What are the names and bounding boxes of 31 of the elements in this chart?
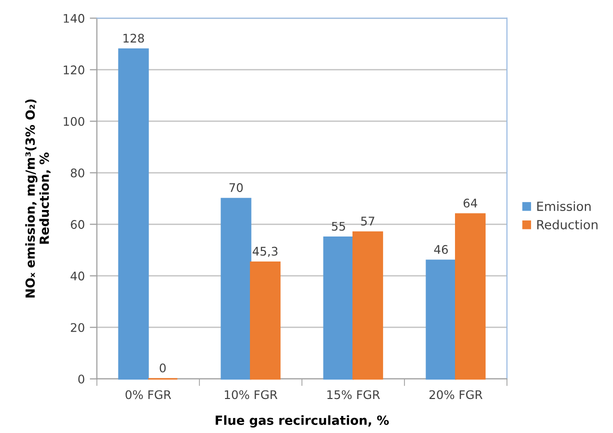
data-label: 57 <box>361 216 374 226</box>
bar <box>426 260 456 380</box>
data-label: 64 <box>464 198 478 208</box>
y-axis-title: NOₓ emission, mg/m³(3% O₂) Reduction, % <box>25 99 51 298</box>
data-label: 46 <box>434 244 448 254</box>
legend-label: Emission <box>537 201 591 212</box>
y-tick-label: 60 <box>70 220 84 229</box>
x-axis-title: Flue gas recirculation, % <box>216 415 389 428</box>
data-label: 128 <box>124 34 144 43</box>
data-label: 45,3 <box>252 246 278 257</box>
data-label: 70 <box>229 183 243 192</box>
y-tick-label: 80 <box>70 168 84 178</box>
data-label: 55 <box>332 222 346 231</box>
y-tick-label: 40 <box>70 272 84 280</box>
bar <box>352 231 384 380</box>
bar <box>250 261 281 380</box>
y-tick-label: 140 <box>64 14 84 23</box>
x-tick-label: 20% FGR <box>429 390 482 400</box>
y-tick-label: 20 <box>70 323 84 332</box>
y-tick-label: 0 <box>78 374 84 384</box>
bar <box>454 213 486 380</box>
bar <box>323 236 354 380</box>
legend-label: Reduction <box>537 220 598 230</box>
bar <box>220 198 252 380</box>
x-tick-label: 10% FGR <box>224 390 278 400</box>
bar <box>118 48 149 380</box>
x-tick-label: 15% FGR <box>327 390 380 400</box>
x-tick-label: 0% FGR <box>126 390 172 400</box>
data-label: 0 <box>160 363 166 372</box>
y-tick-label: 100 <box>64 116 84 126</box>
y-tick-label: 120 <box>64 65 84 74</box>
